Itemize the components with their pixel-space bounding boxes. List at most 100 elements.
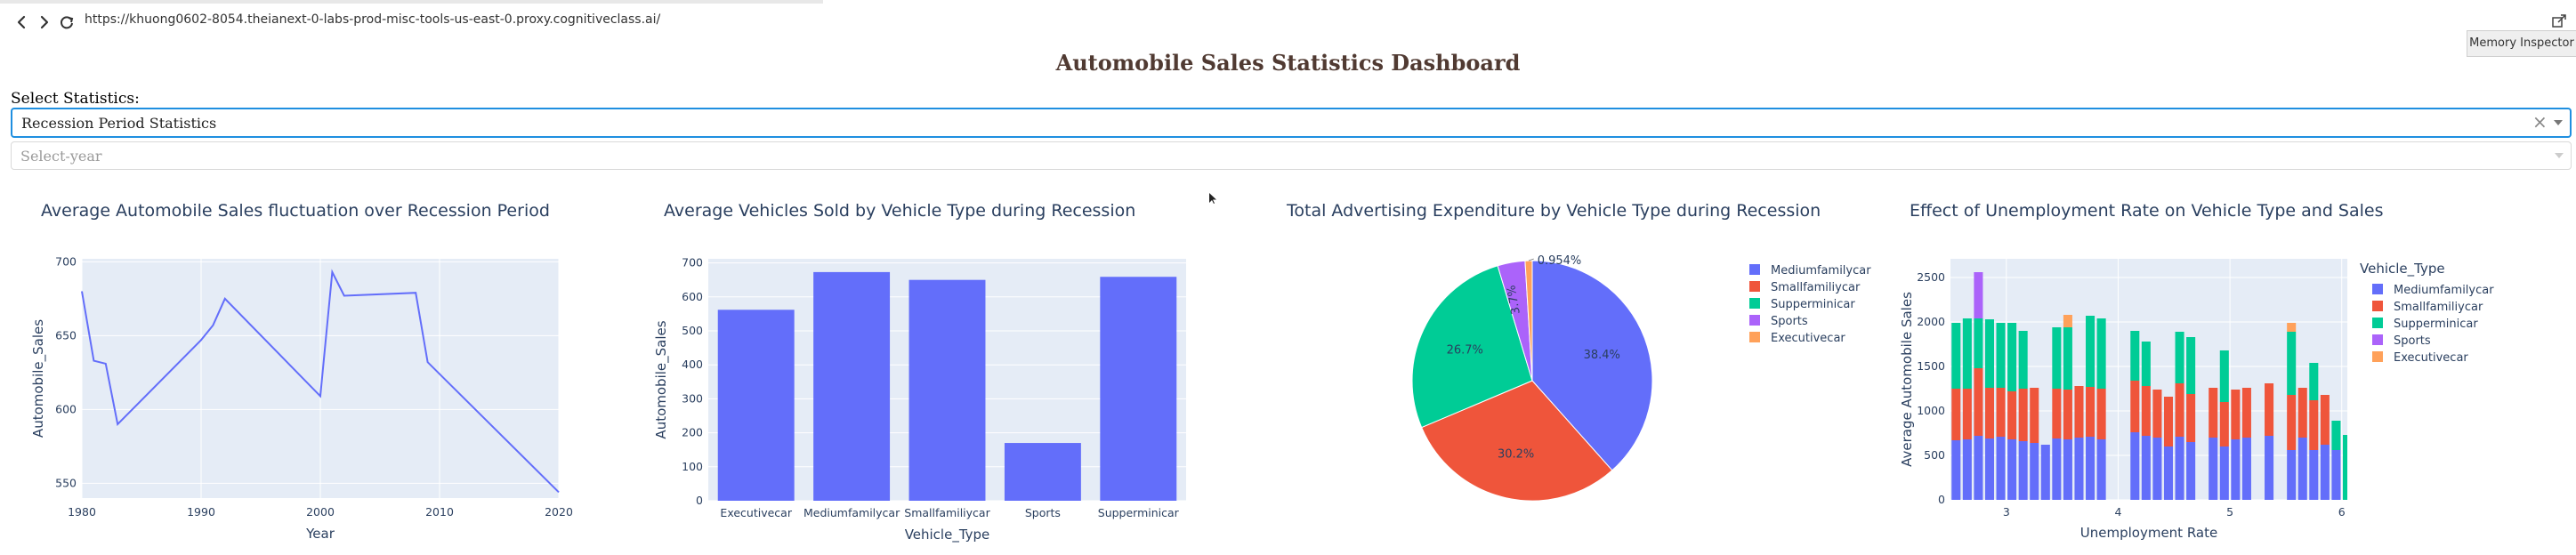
bar [813, 271, 891, 501]
pie-label-leader [1528, 258, 1534, 261]
x-tick-label: 2020 [545, 505, 573, 519]
chart-title: Average Vehicles Sold by Vehicle Type du… [664, 201, 1135, 221]
stacked-bar-segment [2086, 316, 2096, 387]
stacked-bar-segment [2052, 327, 2062, 389]
forward-button[interactable] [32, 11, 55, 34]
pie-value-label: 30.2% [1498, 448, 1534, 462]
chevron-down-icon[interactable] [2555, 153, 2564, 158]
pie-value-label: 26.7% [1447, 343, 1483, 357]
stacked-bar-segment [2241, 438, 2251, 500]
stacked-bar-segment [2219, 402, 2229, 446]
legend-label: Supperminicar [1771, 298, 1855, 311]
stacked-bar-segment [1951, 440, 1961, 500]
x-tick-label: Sports [1025, 506, 1061, 519]
pie-chart-svg: Total Advertising Expenditure by Vehicle… [1286, 201, 1871, 502]
page-title: Automobile Sales Statistics Dashboard [1055, 50, 1521, 76]
year-dropdown[interactable]: Select-year [11, 141, 2572, 170]
stacked-bar-segment [2331, 421, 2341, 450]
stacked-bar-segment [2052, 389, 2062, 438]
stacked-bar-segment [2096, 389, 2106, 439]
x-tick-label: Mediumfamilycar [803, 506, 900, 519]
stacked-bar-segment [1974, 368, 1983, 436]
stacked-bar-segment [2175, 383, 2184, 437]
back-button[interactable] [11, 11, 34, 34]
legend-label: Executivecar [1771, 332, 1845, 345]
y-tick-label: 600 [55, 402, 77, 415]
stacked-bar-segment [2265, 436, 2274, 500]
legend-title: Vehicle_Type [2360, 261, 2445, 278]
stacked-bar-segment [2175, 437, 2184, 500]
legend-label: Executivecar [2394, 351, 2468, 365]
stacked-bar-segment [2063, 390, 2072, 439]
stacked-bar-segment [2152, 390, 2162, 438]
y-tick-label: 200 [682, 426, 703, 439]
statistics-dropdown[interactable]: Recession Period Statistics × [11, 108, 2572, 138]
open-external-button[interactable] [2550, 12, 2568, 30]
stacked-bar-segment [2309, 450, 2319, 500]
stacked-bar-segment [2163, 446, 2174, 500]
stacked-bar-segment [2040, 445, 2050, 500]
bar [717, 310, 795, 501]
chart-title: Average Automobile Sales fluctuation ove… [41, 201, 550, 221]
stacked-bar-segment [2141, 436, 2151, 500]
pie-value-label: 0.954% [1538, 254, 1582, 268]
stacked-bar-segment [2063, 439, 2072, 500]
x-tick-label: Supperminicar [1098, 506, 1180, 519]
stacked-bar-segment [2309, 400, 2319, 450]
stacked-bar-segment [2297, 388, 2307, 438]
bar [1004, 443, 1081, 501]
y-tick-label: 400 [682, 358, 703, 371]
stacked-bar-segment [1996, 437, 2006, 500]
external-link-icon [2552, 14, 2566, 28]
stacked-bar-segment [2130, 331, 2140, 381]
stacked-bar-segment [2074, 438, 2084, 500]
mouse-cursor-icon [1209, 193, 1216, 204]
stacked-bar-segment [2074, 386, 2084, 438]
x-tick-label: Smallfamiliycar [904, 506, 990, 519]
stacked-bar-segment [2320, 445, 2330, 500]
pie-slice [1531, 260, 1653, 471]
legend-swatch [1749, 264, 1760, 275]
y-tick-label: 700 [55, 254, 77, 268]
y-tick-label: 2000 [1917, 315, 1945, 328]
legend-label: Smallfamiliycar [1771, 281, 1861, 294]
stacked-bar-segment [1951, 323, 1961, 389]
stacked-bar-segment [2320, 395, 2330, 445]
stacked-bar-segment [2163, 397, 2174, 446]
x-tick-label: 1990 [187, 505, 215, 519]
legend-swatch [1749, 281, 1760, 292]
y-tick-label: 100 [682, 460, 703, 473]
stacked-bar-segment [2287, 450, 2297, 500]
stacked-bar-segment [2007, 323, 2017, 391]
legend-swatch [1749, 332, 1760, 342]
reload-icon [61, 16, 74, 29]
line-chart-svg: Average Automobile Sales fluctuation ove… [30, 201, 573, 542]
y-tick-label: 1500 [1917, 359, 1945, 373]
legend-swatch [2372, 284, 2383, 294]
bar-chart-vehicles-sold: Average Vehicles Sold by Vehicle Type du… [648, 191, 1271, 551]
legend-swatch [2372, 318, 2383, 328]
memory-inspector-button[interactable]: Memory Inspector [2467, 30, 2576, 57]
y-tick-label: 650 [55, 328, 77, 342]
reload-button[interactable] [55, 11, 78, 34]
line-chart-sales-recession: Average Automobile Sales fluctuation ove… [25, 191, 648, 551]
chevron-down-icon[interactable] [2554, 120, 2563, 125]
pie-value-label: 3.7% [1505, 284, 1523, 315]
stacked-bar-segment [1962, 439, 1972, 500]
stacked-bar-segment [2018, 331, 2028, 389]
stacked-bar-segment [2018, 389, 2028, 441]
y-tick-label: 300 [682, 391, 703, 405]
bar [1100, 277, 1177, 501]
y-tick-label: 500 [1924, 448, 1945, 462]
clear-icon[interactable]: × [2532, 111, 2548, 133]
stacked-bar-segment [1974, 318, 1983, 368]
legend-label: Mediumfamilycar [1771, 264, 1871, 278]
stacked-bar-segment [1984, 438, 1994, 500]
x-axis-label: Unemployment Rate [2080, 525, 2217, 541]
stacked-bar-segment [2175, 332, 2184, 383]
address-bar[interactable]: https://khuong0602-8054.theianext-0-labs… [85, 12, 661, 27]
chart-title: Effect of Unemployment Rate on Vehicle T… [1910, 201, 2384, 221]
stacked-bar-segment [1996, 388, 2006, 437]
legend-label: Smallfamiliycar [2394, 301, 2483, 314]
stacked-bar-segment [2209, 438, 2218, 500]
